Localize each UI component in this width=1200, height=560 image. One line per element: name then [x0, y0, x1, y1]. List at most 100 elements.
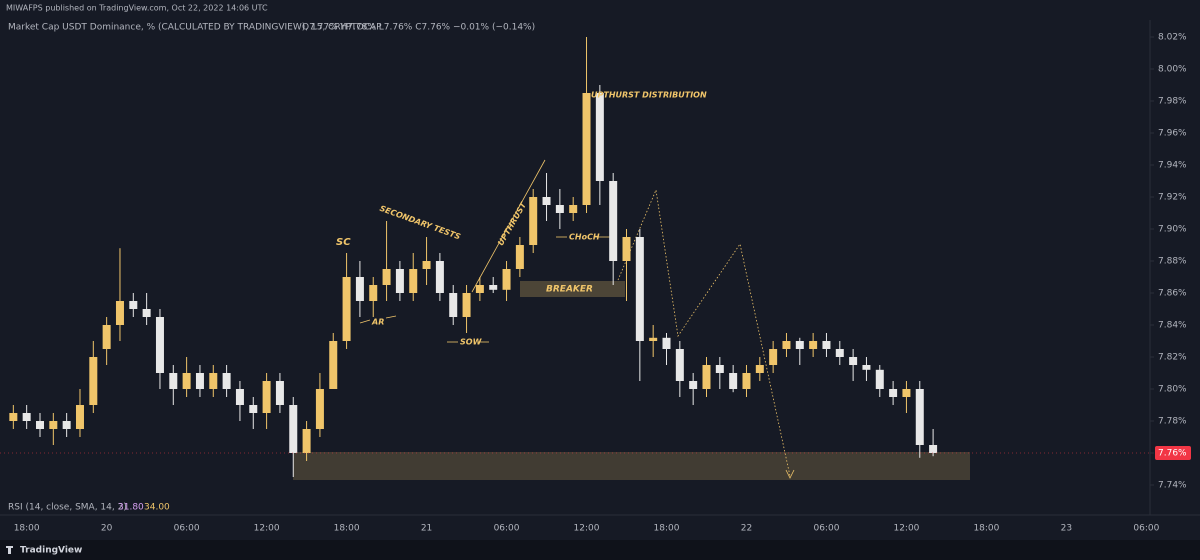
candle-body: [262, 381, 271, 413]
candle-body: [675, 349, 684, 381]
y-tick-label: 7.88%: [1158, 257, 1187, 267]
candle-body: [142, 309, 151, 317]
candle-body: [209, 373, 218, 389]
candle-body: [182, 373, 191, 389]
candle-body: [422, 261, 431, 269]
candle-body: [49, 421, 58, 429]
candle-body: [755, 365, 764, 373]
y-tick-label: 7.90%: [1158, 225, 1187, 235]
candle-body: [249, 405, 258, 413]
candle-body: [649, 337, 658, 341]
candle-body: [875, 369, 884, 389]
candles: [9, 37, 938, 477]
annotation: UPTHURST DISTRIBUTION: [591, 91, 707, 100]
last-price-label: 7.76%: [1158, 449, 1187, 459]
candle-body: [102, 325, 111, 349]
rsi-label: RSI (14, close, SMA, 14, 2): [8, 503, 127, 513]
candle-body: [129, 301, 138, 309]
demand-zone: [293, 452, 970, 480]
candle-body: [795, 341, 804, 349]
upthrust-line: [471, 159, 546, 293]
candle-body: [515, 245, 524, 269]
candle-body: [222, 373, 231, 389]
candle-body: [929, 445, 938, 453]
candle-body: [115, 301, 124, 325]
last-price-badge: [1155, 446, 1191, 460]
candle-body: [635, 237, 644, 341]
candle-body: [169, 373, 178, 389]
annotation: BREAKER: [546, 285, 593, 295]
candle-body: [609, 181, 618, 261]
candle-body: [9, 413, 18, 421]
footer-bar: [0, 540, 1200, 560]
candle-body: [382, 269, 391, 285]
x-tick-label: 23: [1061, 524, 1072, 534]
candle-body: [435, 261, 444, 293]
candle-body: [595, 93, 604, 181]
y-tick-label: 7.86%: [1158, 289, 1187, 299]
candle-body: [409, 269, 418, 293]
candle-body: [729, 373, 738, 389]
candle-body: [235, 389, 244, 405]
candle-body: [542, 197, 551, 205]
candle-body: [529, 197, 538, 245]
ar-line: [385, 315, 397, 319]
candle-body: [662, 337, 671, 349]
y-tick-label: 7.92%: [1158, 193, 1187, 203]
footer-logo: [6, 546, 13, 554]
y-tick-label: 7.80%: [1158, 385, 1187, 395]
footer-brand: TradingView: [20, 546, 82, 556]
projection-arrow: [785, 469, 795, 479]
candle-body: [35, 421, 44, 429]
candle-body: [275, 381, 284, 405]
x-tick-label: 21: [421, 524, 432, 534]
x-tick-label: 06:00: [494, 524, 520, 534]
annotation: SOW: [460, 338, 483, 347]
x-tick-label: 20: [101, 524, 113, 534]
candle-body: [889, 389, 898, 397]
candle-body: [555, 205, 564, 213]
rsi-sma: 34.00: [144, 503, 170, 513]
x-tick-label: 18:00: [334, 524, 360, 534]
candle-body: [769, 349, 778, 365]
candle-body: [569, 205, 578, 213]
projection-path: [617, 188, 791, 477]
x-tick-label: 12:00: [893, 524, 919, 534]
candle-body: [702, 365, 711, 389]
candle-body: [742, 373, 751, 389]
candle-body: [809, 341, 818, 349]
y-tick-label: 8.02%: [1158, 33, 1187, 43]
y-tick-label: 7.98%: [1158, 97, 1187, 107]
candle-body: [315, 389, 324, 429]
candle-body: [329, 341, 338, 389]
x-tick-label: 18:00: [973, 524, 999, 534]
breaker-zone: [520, 281, 625, 297]
x-tick-label: 06:00: [1133, 524, 1159, 534]
y-tick-label: 8.00%: [1158, 65, 1187, 75]
annotation: SC: [336, 237, 351, 248]
candle-body: [902, 389, 911, 397]
rsi-value: 31.80: [118, 503, 144, 513]
candle-body: [75, 405, 84, 429]
x-tick-label: 06:00: [813, 524, 839, 534]
candle-body: [395, 269, 404, 293]
candle-body: [62, 421, 71, 429]
candle-body: [289, 405, 298, 453]
candle-body: [849, 357, 858, 365]
candle-body: [715, 365, 724, 373]
candle-body: [22, 413, 31, 421]
y-tick-label: 7.94%: [1158, 161, 1187, 171]
symbol-legend: Market Cap USDT Dominance, % (CALCULATED…: [8, 23, 382, 33]
x-tick-label: 12:00: [254, 524, 280, 534]
candle-body: [342, 277, 351, 341]
candle-body: [822, 341, 831, 349]
y-tick-label: 7.82%: [1158, 353, 1187, 363]
candle-body: [449, 293, 458, 317]
annotation: AR: [371, 318, 384, 327]
ohlc-legend: O7.77% H7.78% L7.76% C7.76% −0.01% (−0.1…: [302, 23, 535, 33]
candle-body: [689, 381, 698, 389]
y-tick-label: 7.74%: [1158, 481, 1187, 491]
candle-body: [302, 429, 311, 453]
published-line: MIWAFPS published on TradingView.com, Oc…: [6, 4, 268, 13]
